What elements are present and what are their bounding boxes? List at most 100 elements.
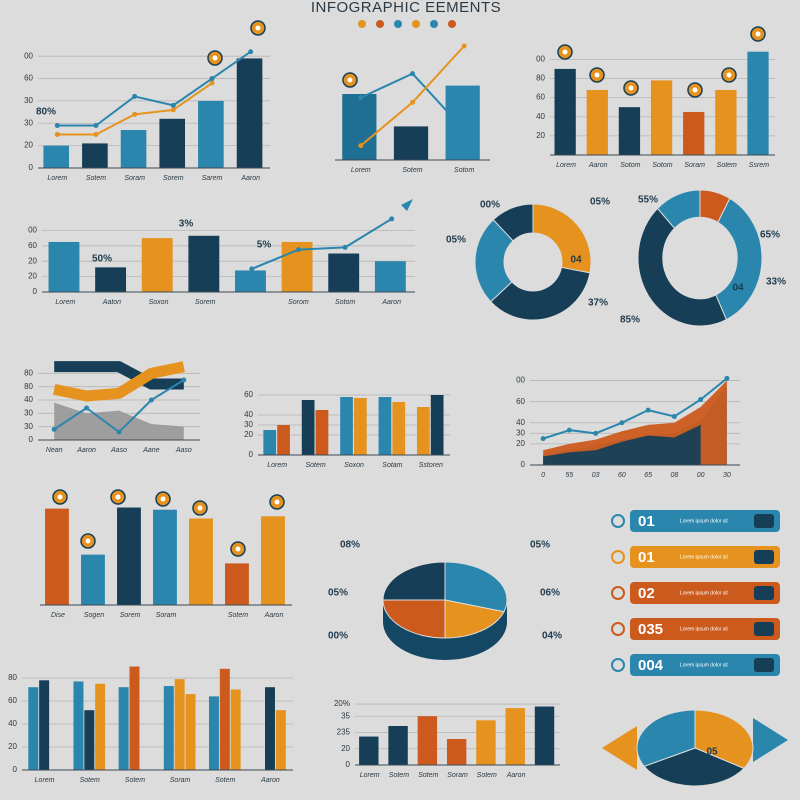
icon-glyph (197, 505, 203, 511)
line (251, 217, 393, 270)
point (358, 143, 364, 149)
point (671, 413, 677, 419)
list-number: 02 (638, 585, 655, 602)
bar (120, 129, 147, 168)
x-tick-label: Sotom (652, 162, 672, 169)
annotation: 05% (328, 588, 348, 599)
bar (747, 51, 769, 156)
annotation: 08% (340, 540, 360, 551)
point (645, 407, 651, 413)
x-tick-label: Aaron (240, 175, 260, 182)
y-tick-label: 0 (29, 435, 34, 444)
list-number: 035 (638, 621, 663, 638)
slice (656, 189, 701, 229)
bar (159, 118, 186, 168)
arrow-head (401, 199, 413, 211)
x-tick-label: Sorem (163, 175, 184, 182)
bar (163, 686, 174, 770)
point (249, 266, 255, 272)
icon-glyph (692, 87, 698, 93)
annotation: 05 (706, 747, 718, 758)
bar (48, 241, 80, 292)
bar (417, 716, 438, 765)
x-tick-label: Sotem (80, 777, 100, 784)
y-tick-label: 30 (24, 422, 33, 431)
icon-glyph (255, 25, 261, 31)
bar (315, 410, 329, 455)
annotation: 05% (446, 235, 466, 246)
list-icon (611, 622, 625, 636)
arrow-left (602, 726, 637, 770)
icon-glyph (628, 85, 634, 91)
bar (263, 430, 277, 455)
icon-glyph (85, 538, 91, 544)
bar (219, 668, 230, 770)
bar (359, 736, 379, 765)
slice (532, 203, 592, 274)
list-text: Lorem ipsum dolor sit (680, 626, 728, 632)
list-number: 004 (638, 657, 664, 674)
x-tick-label: Sorem (120, 612, 141, 619)
x-tick-label: Aane (142, 447, 159, 454)
band (54, 361, 184, 390)
bar (476, 720, 496, 765)
bar (189, 518, 213, 605)
slice (492, 203, 534, 242)
bar (153, 509, 177, 605)
y-tick-label: 60 (8, 696, 17, 705)
list-item (630, 510, 780, 532)
x-tick-label: Soram (684, 162, 705, 169)
y-tick-label: 30 (244, 420, 253, 429)
slice (637, 207, 728, 327)
y-tick-label: 20 (24, 141, 33, 150)
title-dots (358, 20, 456, 28)
annotation: 85% (620, 315, 640, 326)
annotation: 5% (257, 240, 272, 251)
x-tick-label: Sotom (335, 299, 355, 306)
y-tick-label: 0 (29, 163, 34, 172)
point (724, 375, 730, 381)
y-tick-label: 0 (521, 460, 526, 469)
bar (388, 726, 408, 765)
bar (95, 267, 127, 292)
y-tick-label: 20 (28, 272, 37, 281)
list-item (630, 654, 780, 676)
annotation: 05% (530, 540, 550, 551)
bar (81, 554, 105, 605)
list-text: Lorem ipsum dolor sit (680, 554, 728, 560)
icon-glyph (562, 49, 568, 55)
x-tick-label: Sorom (288, 299, 309, 306)
bar (430, 395, 444, 455)
y-tick-label: 00 (24, 51, 33, 60)
bar (39, 680, 50, 770)
y-tick-label: 30 (24, 408, 33, 417)
list-text: Lorem ipsum dolor sit (680, 662, 728, 668)
x-tick-label: Lorem (47, 175, 67, 182)
y-tick-label: 30 (516, 428, 525, 437)
x-tick-label: 08 (670, 472, 678, 479)
annotation: 3% (179, 219, 194, 230)
list-item (630, 618, 780, 640)
list-badge (754, 586, 774, 600)
point (116, 429, 122, 435)
annotation: 50% (92, 254, 112, 265)
slice (444, 599, 505, 639)
y-tick-label: 40 (516, 418, 525, 427)
icon-glyph (726, 72, 732, 78)
y-tick-label: 60 (516, 397, 525, 406)
point (593, 430, 599, 436)
arrow-right (753, 718, 788, 762)
x-tick-label: Sotom (620, 162, 640, 169)
line (542, 377, 728, 440)
x-tick-label: Soram (156, 612, 177, 619)
area (54, 402, 184, 440)
x-tick-label: Sstoren (419, 462, 443, 469)
annotation: 04 (732, 283, 744, 294)
x-tick-label: Lorem (35, 777, 55, 784)
x-tick-label: Aaron (588, 162, 608, 169)
x-tick-label: Sotem (389, 772, 409, 779)
bar (393, 126, 429, 160)
list-item (630, 546, 780, 568)
list-number: 01 (638, 549, 655, 566)
list-icon (611, 586, 625, 600)
